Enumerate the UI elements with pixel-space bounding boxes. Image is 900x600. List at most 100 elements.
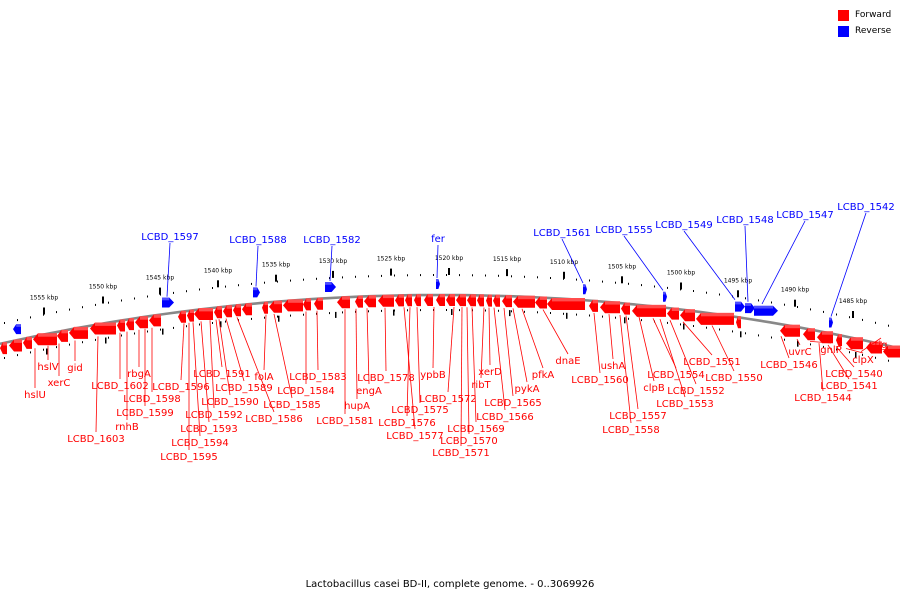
forward-label-leader	[659, 318, 686, 398]
reverse-label-leader	[436, 244, 439, 279]
forward-gene-label: LCBD_1575	[391, 405, 449, 416]
forward-feature-arrow	[283, 299, 303, 312]
forward-label-leader	[521, 308, 544, 369]
forward-feature-arrow	[589, 299, 598, 312]
forward-gene-label: LCBD_1571	[432, 448, 490, 459]
minor-tick	[758, 299, 759, 302]
minor-tick	[589, 279, 590, 282]
minor-tick	[498, 309, 499, 312]
forward-label-leader	[503, 307, 514, 397]
minor-tick	[667, 286, 668, 289]
minor-tick	[342, 276, 343, 279]
forward-gene-label: LCBD_1553	[656, 399, 714, 410]
minor-tick	[862, 353, 863, 356]
major-tick	[46, 348, 48, 355]
forward-feature-arrow	[233, 304, 241, 317]
forward-feature-arrow	[667, 307, 679, 320]
forward-gene-label: hslU	[24, 390, 46, 401]
forward-feature-arrow	[803, 328, 815, 341]
forward-label-leader	[432, 306, 435, 369]
forward-gene-label: LCBD_1572	[419, 394, 477, 405]
reverse-feature-arrow	[735, 301, 745, 312]
forward-feature-arrow	[126, 318, 134, 331]
forward-feature-arrow	[269, 300, 282, 313]
minor-tick	[667, 321, 668, 324]
forward-label-leader	[403, 307, 416, 430]
minor-tick	[719, 293, 720, 296]
major-tick	[105, 337, 107, 344]
forward-label-leader	[95, 336, 99, 433]
forward-feature-arrow	[262, 301, 268, 314]
major-tick	[159, 287, 161, 295]
forward-feature-arrow	[9, 339, 22, 352]
forward-gene-label: rbgA	[127, 369, 151, 380]
forward-label-leader	[355, 308, 358, 400]
minor-tick	[303, 313, 304, 316]
minor-tick	[836, 313, 837, 316]
major-tick	[43, 307, 45, 315]
tick-label: 1540 kbp	[204, 267, 232, 274]
forward-gene-label: LCBD_1565	[484, 398, 542, 409]
major-tick	[335, 311, 337, 318]
minor-tick	[4, 322, 5, 324]
forward-label-leader	[200, 321, 210, 423]
forward-feature-arrow	[405, 294, 412, 307]
minor-tick	[472, 274, 473, 277]
forward-gene-label: LCBD_1557	[609, 411, 667, 422]
minor-tick	[862, 318, 863, 321]
minor-tick	[641, 284, 642, 287]
tick-label: 1545 kbp	[146, 275, 174, 282]
forward-label-leader	[471, 307, 477, 423]
forward-feature-arrow	[502, 295, 512, 308]
reverse-gene-label: LCBD_1555	[595, 225, 653, 236]
minor-tick	[602, 315, 603, 318]
minor-tick	[407, 309, 408, 312]
forward-gene-label: LCBD_1566	[476, 412, 534, 423]
minor-tick	[537, 311, 538, 314]
minor-tick	[628, 282, 629, 285]
forward-label-leader	[796, 338, 801, 346]
forward-feature-arrow	[337, 296, 350, 309]
forward-gene-label: gid	[67, 363, 82, 374]
forward-gene-label: LCBD_1569	[447, 424, 505, 435]
minor-tick	[173, 291, 174, 294]
forward-label-leader	[638, 316, 655, 382]
minor-tick	[17, 354, 18, 357]
forward-gene-label: engA	[356, 386, 382, 397]
forward-label-leader	[447, 306, 455, 393]
minor-tick	[654, 285, 655, 288]
forward-feature-arrow	[69, 326, 88, 339]
minor-tick	[95, 303, 96, 306]
minor-tick	[810, 343, 811, 346]
tick-label: 1495 kbp	[724, 277, 752, 284]
minor-tick	[381, 274, 382, 277]
minor-tick	[576, 313, 577, 316]
legend-reverse-label: Reverse	[855, 26, 892, 36]
forward-label-leader	[827, 344, 850, 380]
forward-feature-arrow	[467, 294, 476, 307]
minor-tick	[823, 310, 824, 313]
minor-tick	[485, 309, 486, 312]
major-tick	[566, 312, 568, 319]
minor-tick	[186, 325, 187, 328]
minor-tick	[446, 309, 447, 311]
forward-feature-arrow	[187, 309, 194, 322]
minor-tick	[420, 274, 421, 277]
forward-label-leader	[780, 336, 790, 359]
forward-label-leader	[652, 318, 677, 369]
major-tick	[448, 268, 450, 275]
minor-tick	[290, 279, 291, 282]
forward-feature-arrow	[364, 295, 376, 308]
reverse-feature-arrow	[663, 291, 667, 302]
forward-feature-arrow	[355, 295, 363, 308]
minor-tick	[394, 274, 395, 277]
minor-tick	[628, 317, 629, 320]
minor-tick	[121, 299, 122, 302]
minor-tick	[849, 351, 850, 354]
minor-tick	[290, 314, 291, 317]
tick-label: 1490 kbp	[781, 287, 809, 294]
forward-label-leader	[192, 322, 201, 437]
minor-tick	[303, 278, 304, 281]
minor-tick	[576, 278, 577, 281]
